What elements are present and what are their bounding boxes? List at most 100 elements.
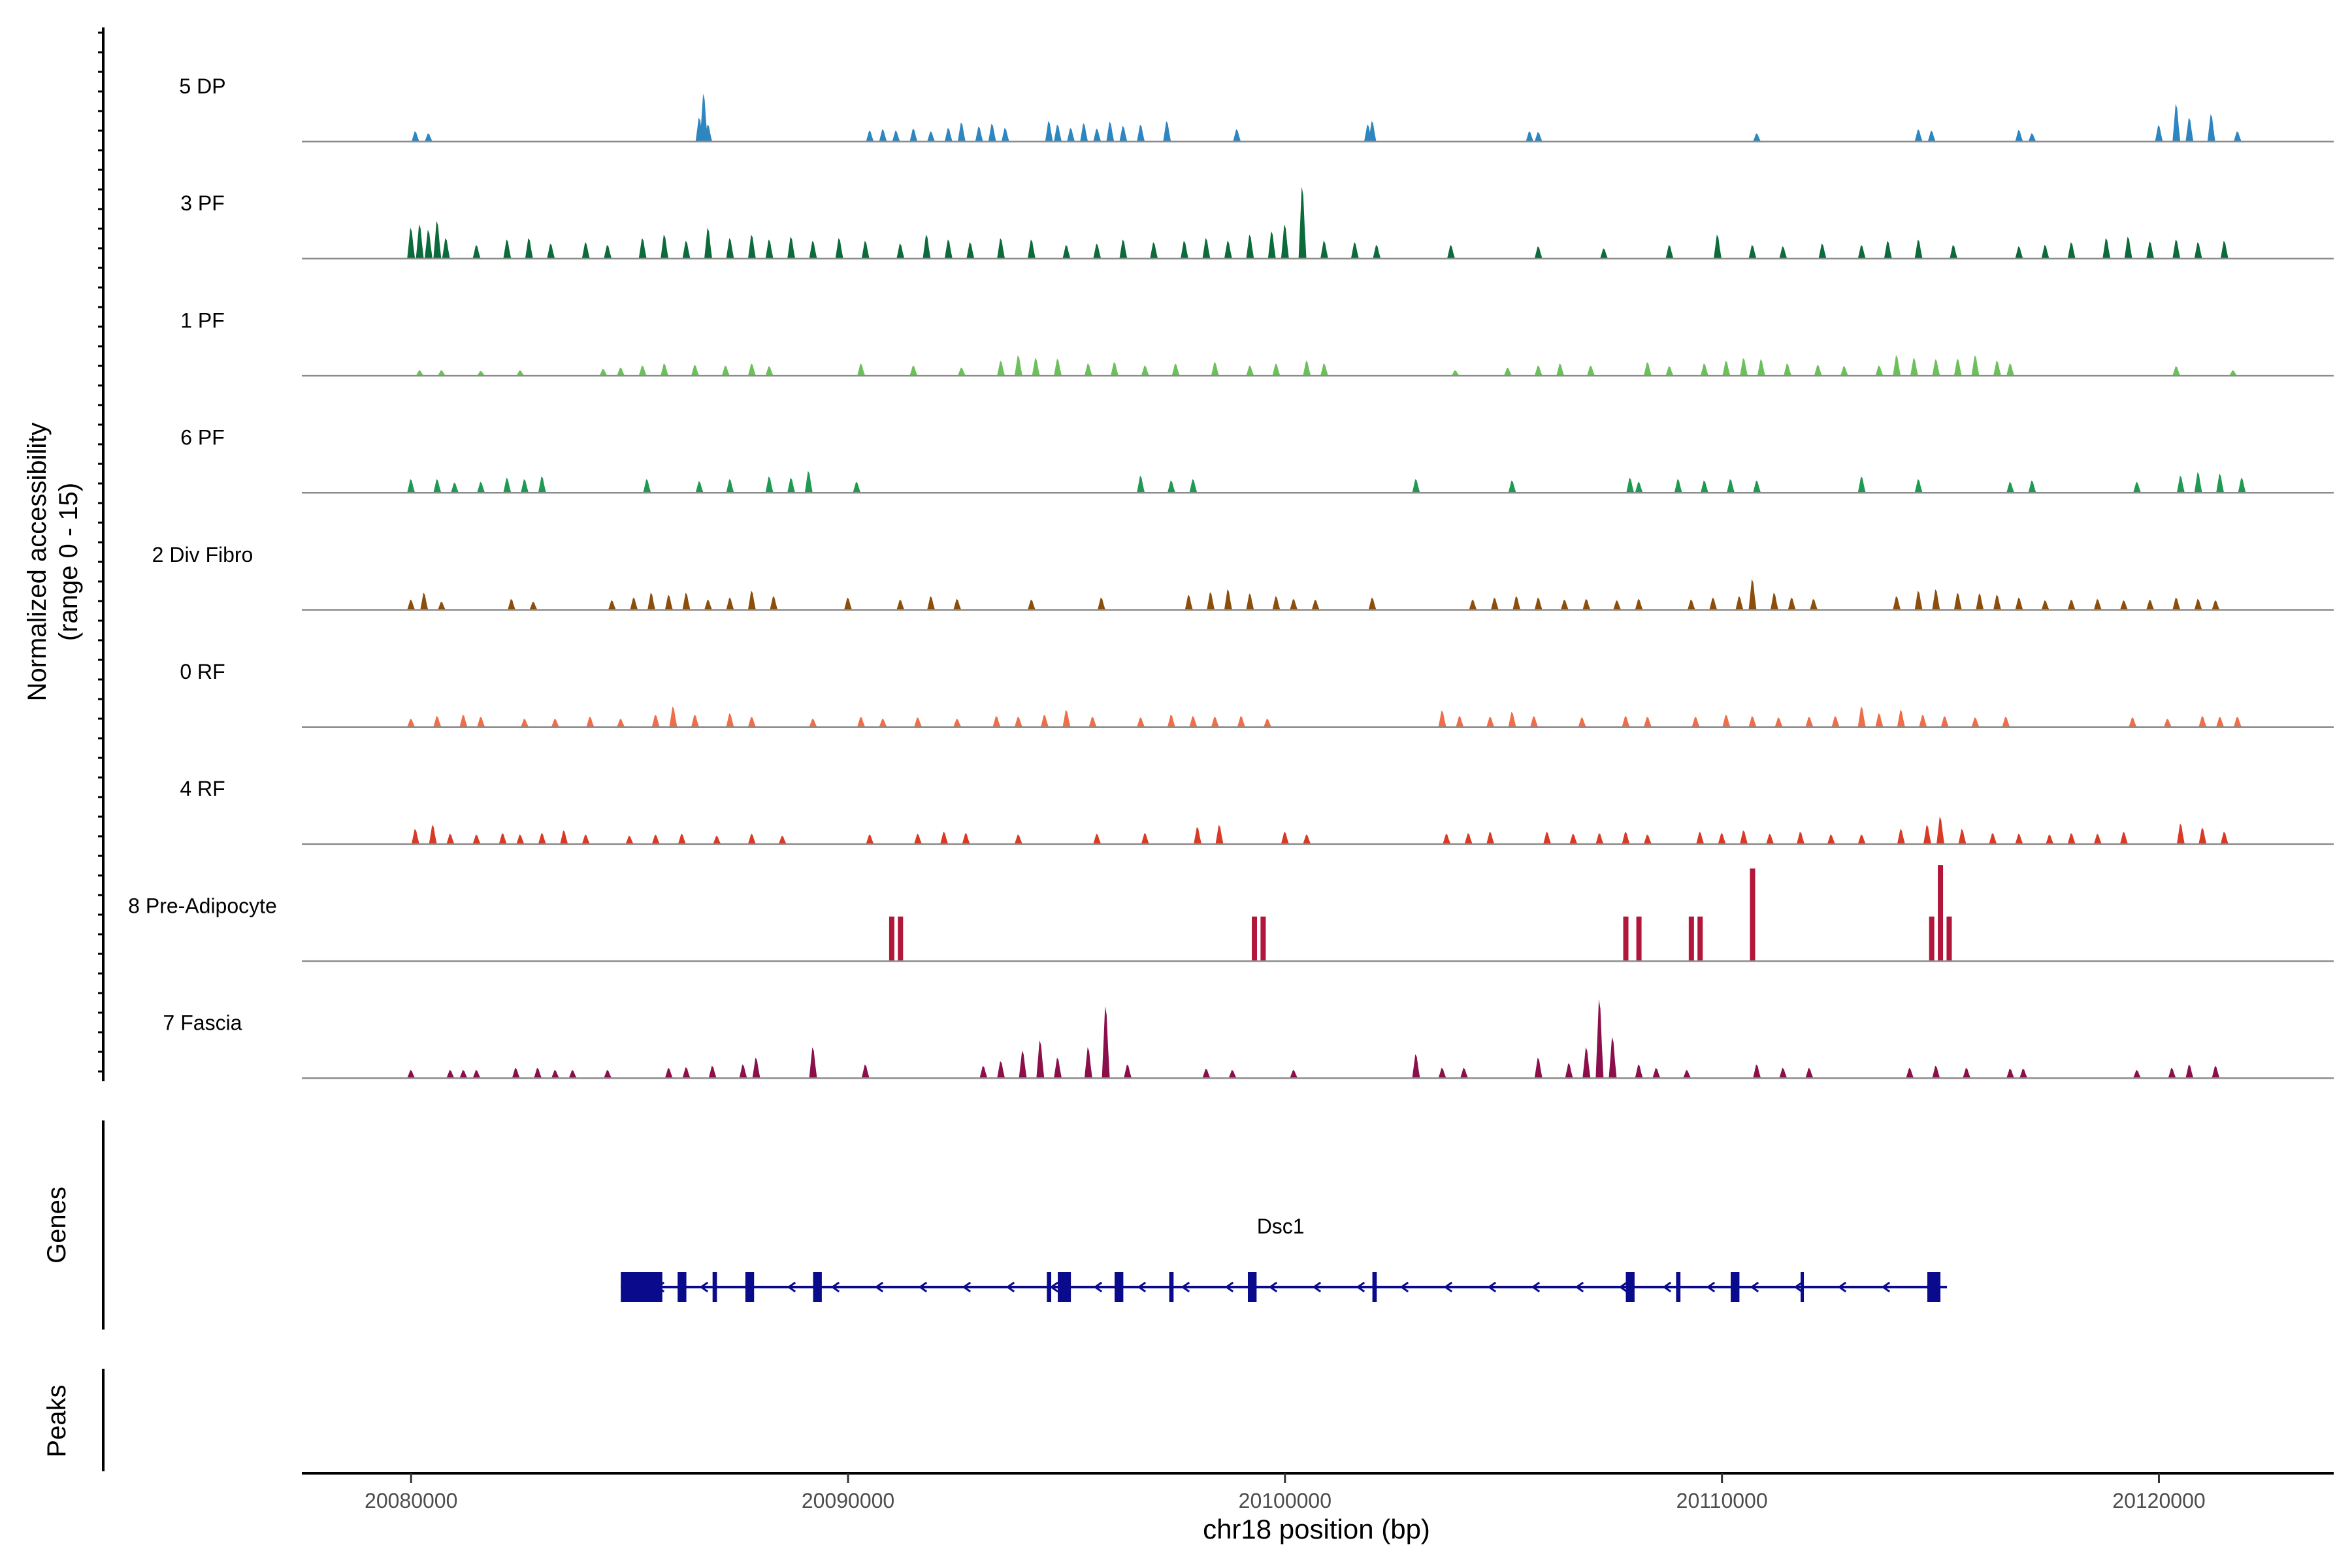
coverage-peak: [2124, 237, 2132, 259]
coverage-peak: [1412, 1054, 1420, 1079]
coverage-peak: [2172, 239, 2181, 259]
coverage-peak: [1311, 599, 1320, 610]
coverage-peak: [695, 481, 704, 493]
coverage-peak: [1228, 1070, 1237, 1079]
coverage-peak: [953, 719, 962, 727]
coverage-peak: [909, 365, 918, 376]
strand-arrow: [1443, 1281, 1453, 1293]
coverage-peak: [446, 1070, 455, 1079]
coverage-peak: [1456, 715, 1464, 727]
coverage-peak: [682, 593, 691, 610]
coverage-peak: [1298, 186, 1307, 259]
coverage-peak: [2216, 716, 2225, 727]
track-label: 3 PF: [180, 191, 225, 215]
coverage-peak: [1080, 123, 1088, 142]
coverage-peak: [477, 370, 485, 376]
coverage-peak: [1141, 833, 1149, 844]
coverage-peak: [2216, 473, 2225, 493]
coverage-peak: [630, 597, 638, 610]
x-tick-label: 20100000: [1239, 1489, 1331, 1512]
coverage-peak: [708, 1066, 717, 1079]
coverage-peak: [661, 235, 669, 259]
coverage-peak: [2015, 246, 2023, 259]
strand-arrow: [1531, 1281, 1541, 1293]
coverage-peak: [962, 833, 970, 844]
coverage-peak: [617, 719, 625, 727]
coverage-peak: [1211, 716, 1219, 727]
coverage-peak: [551, 719, 559, 727]
coverage-peak: [2015, 834, 2023, 844]
coverage-peak: [1875, 713, 1884, 727]
coverage-peak: [2119, 600, 2128, 610]
coverage-peak: [446, 834, 455, 844]
coverage-peak: [1897, 828, 1905, 844]
coverage-peak: [927, 131, 936, 142]
coverage-peak: [503, 239, 512, 259]
coverage-peak: [2067, 599, 2076, 610]
coverage-peak: [1045, 121, 1053, 142]
coverage-peak: [2163, 719, 2172, 727]
coverage-peak: [1700, 363, 1708, 376]
coverage-peak: [747, 591, 756, 610]
coverage-peak: [988, 123, 996, 142]
coverage-peak: [2028, 133, 2036, 142]
coverage-peak: [1560, 599, 1569, 610]
coverage-peak: [1953, 358, 1962, 376]
strand-arrow: [830, 1281, 840, 1293]
coverage-peak: [866, 130, 874, 142]
coverage-peak: [1857, 834, 1866, 844]
coverage-peak: [1600, 248, 1609, 259]
y-axis-ticks: [98, 31, 103, 1073]
coverage-peak: [433, 221, 442, 259]
strand-arrow: [1575, 1281, 1584, 1293]
coverage-peak: [853, 482, 861, 493]
coverage-peak: [516, 370, 525, 376]
coverage-peak: [1884, 240, 1892, 259]
coverage-peak: [2207, 114, 2215, 142]
coverage-peak: [1137, 124, 1145, 142]
coverage-peak: [1246, 235, 1254, 259]
x-tick-label: 20110000: [1676, 1489, 1768, 1512]
coverage-peak: [1019, 1051, 1027, 1079]
coverage-peak: [1831, 715, 1840, 727]
coverage-peak: [1062, 244, 1071, 259]
coverage-peak: [1857, 476, 1866, 493]
coverage-peak: [909, 128, 918, 142]
genes-panel-label: Genes: [42, 1186, 71, 1264]
coverage-peak: [1818, 243, 1827, 259]
coverage-peak: [2015, 597, 2023, 610]
coverage-peak: [2172, 366, 2181, 376]
strand-arrow: [1312, 1281, 1322, 1293]
coverage-peak: [647, 593, 656, 610]
strand-arrow: [1487, 1281, 1497, 1293]
coverage-peak: [1779, 1068, 1788, 1079]
coverage-peak: [625, 836, 634, 844]
x-tick-label: 20120000: [2112, 1489, 2205, 1512]
coverage-peak: [459, 714, 468, 727]
coverage-peak: [1368, 597, 1377, 610]
coverage-peak: [1534, 246, 1543, 259]
coverage-peak: [1779, 246, 1788, 259]
coverage-peak: [2093, 598, 2102, 610]
coverage-peak: [1264, 719, 1272, 727]
coverage-peak: [992, 715, 1001, 727]
coverage-peak: [604, 1070, 612, 1079]
coverage-peak: [809, 240, 817, 259]
coverage-peak: [1137, 476, 1145, 493]
strand-arrow: [874, 1281, 884, 1293]
track-1-pf: 1 PF: [180, 308, 2334, 377]
coverage-peak: [804, 470, 813, 493]
coverage-peak: [477, 482, 485, 493]
coverage-peak: [1451, 370, 1460, 376]
coverage-peak: [726, 713, 734, 727]
coverage-peak: [1350, 242, 1359, 259]
coverage-peak: [747, 363, 756, 376]
coverage-peak: [664, 1068, 673, 1079]
gene-exon: [1372, 1272, 1377, 1302]
coverage-peak: [1643, 362, 1652, 376]
coverage-peak: [1582, 1047, 1591, 1079]
coverage-peak: [1622, 832, 1630, 844]
coverage-peak: [2067, 833, 2076, 844]
coverage-peak: [2046, 834, 2054, 844]
strand-arrow: [1618, 1281, 1628, 1293]
